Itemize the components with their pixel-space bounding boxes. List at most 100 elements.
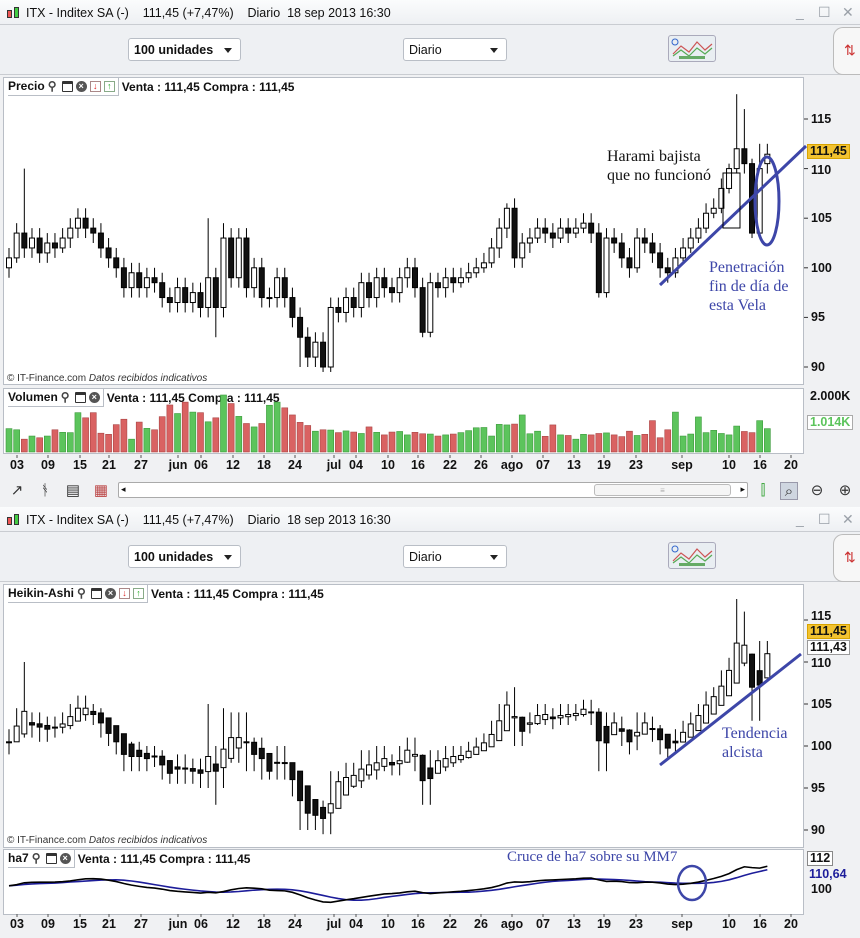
close-icon[interactable]: ×: [105, 587, 117, 599]
window-icon[interactable]: [91, 587, 103, 599]
scroll-left-icon[interactable]: ◂: [121, 484, 126, 494]
ha-panel-footer: © IT-Finance.com Datos recibidos indicat…: [7, 835, 207, 846]
chevron-down-icon: [224, 48, 232, 53]
quantity-select-value: 100 unidades: [134, 43, 214, 57]
date-axis-label: 03: [10, 917, 24, 931]
close-icon[interactable]: ×: [59, 852, 71, 864]
chevron-down-icon: [490, 48, 498, 53]
date-axis-label: 07: [536, 917, 550, 931]
window-title: ITX - Inditex SA (-) 111,45 (+7,47%) Dia…: [26, 513, 391, 527]
minimize-button[interactable]: _: [796, 511, 804, 527]
candlestick-app-icon: [6, 513, 22, 527]
maximize-button[interactable]: ☐: [818, 4, 831, 20]
price-panel-footer: © IT-Finance.com Datos recibidos indicat…: [7, 373, 207, 384]
ha-axis-label: 95: [811, 781, 825, 795]
date-axis-label: 06: [194, 458, 208, 472]
ha-last-price-tag: 111,45: [807, 624, 850, 639]
ha-panel-title: Heikin-Ashi: [8, 586, 75, 600]
candle-type-icon[interactable]: ⫿: [760, 482, 766, 499]
date-axis-label: 10: [722, 458, 736, 472]
window-icon[interactable]: [61, 80, 73, 92]
date-axis-label: 23: [629, 917, 643, 931]
minimize-button[interactable]: _: [796, 4, 804, 20]
strategy-chart-button[interactable]: [668, 35, 716, 62]
footer-note: Datos recibidos indicativos: [88, 373, 208, 384]
indicator-icon[interactable]: ᚬ: [40, 482, 50, 499]
ha-axis-label: 105: [811, 697, 832, 711]
last-volume-tag: 1.014K: [807, 415, 854, 430]
cross-annotation: Cruce de ha7 sobre su MM7: [507, 849, 678, 865]
close-button[interactable]: ✕: [842, 4, 854, 20]
price-chart-panel[interactable]: Precio ⚲ × ↓ ↑ Venta : 111,45 Compra : 111,…: [3, 77, 804, 385]
scrollbar-thumb[interactable]: ≡: [594, 484, 731, 496]
date-axis-label: 20: [784, 917, 798, 931]
volume-panel-title: Volumen: [8, 390, 58, 404]
date-axis-label: 16: [753, 917, 767, 931]
price-axis-label: 110: [811, 162, 832, 177]
arrow-up-icon[interactable]: ↑: [103, 80, 115, 92]
chart-scrollbar[interactable]: ◂ ≡ ▸: [118, 482, 748, 498]
window-icon[interactable]: [45, 852, 57, 864]
ha7-axis-tick: 100: [811, 882, 832, 896]
harami-annotation: Harami bajista que no funcionó: [607, 148, 711, 184]
zoom-out-icon[interactable]: ⊖: [810, 482, 824, 499]
date-axis-label: 12: [226, 458, 240, 472]
date-axis-label: 03: [10, 458, 24, 472]
close-icon[interactable]: ×: [75, 80, 87, 92]
footer-brand: © IT-Finance.com: [7, 373, 87, 384]
bars-icon[interactable]: ▦: [93, 482, 109, 499]
swap-orders-button[interactable]: ⇅: [833, 27, 860, 75]
quantity-select-value: 100 unidades: [134, 550, 214, 564]
quantity-select[interactable]: 100 unidades: [128, 38, 241, 61]
window-icon[interactable]: [74, 391, 86, 403]
arrow-down-icon[interactable]: ↓: [89, 80, 101, 92]
date-axis-label: 15: [73, 917, 87, 931]
swap-orders-button[interactable]: ⇅: [833, 534, 860, 582]
date-axis-label: 06: [194, 917, 208, 931]
wrench-icon[interactable]: ⚲: [77, 585, 86, 600]
volume-panel-header: Volumen ⚲ × Venta : 111,45 Compra : 111,4…: [4, 389, 803, 407]
arrow-down-icon[interactable]: ↓: [119, 587, 131, 599]
date-axis-label: 19: [597, 458, 611, 472]
zoom-fit-icon[interactable]: ⌕: [780, 482, 798, 500]
footer-brand: © IT-Finance.com: [7, 835, 87, 846]
date-axis-label: 26: [474, 917, 488, 931]
price-axis-label: 105: [811, 211, 832, 226]
price-axis-label: 95: [811, 310, 825, 325]
strategy-chart-button[interactable]: [668, 542, 716, 569]
quantity-select[interactable]: 100 unidades: [128, 545, 241, 568]
volume-chart-panel[interactable]: Volumen ⚲ × Venta : 111,45 Compra : 111,4…: [3, 388, 804, 454]
period-select-value: Diario: [409, 550, 442, 564]
zoom-in-icon[interactable]: ⊕: [838, 482, 852, 499]
price-axis-label: 115: [811, 112, 832, 126]
scroll-right-icon[interactable]: ▸: [740, 484, 745, 494]
date-axis-label: 27: [134, 458, 148, 472]
strategy-chart-icon: [671, 545, 713, 566]
draw-trend-icon[interactable]: ↗: [10, 482, 24, 499]
date-axis-label: 09: [41, 917, 55, 931]
ha-close-tag: 111,43: [807, 640, 850, 655]
report-icon[interactable]: ▤: [65, 482, 81, 499]
date-axis-label: sep: [671, 917, 693, 931]
close-icon[interactable]: ×: [88, 391, 100, 403]
date-axis-label: 21: [102, 458, 116, 472]
wrench-icon[interactable]: ⚲: [47, 78, 57, 93]
ha-panel-header: Heikin-Ashi ⚲ × ↓ ↑ Venta : 111,45 Compra :…: [4, 585, 803, 603]
ha7-panel-title: ha7: [8, 851, 29, 865]
close-button[interactable]: ✕: [842, 511, 854, 527]
wrench-icon[interactable]: ⚲: [31, 850, 41, 865]
period-select-value: Diario: [409, 43, 442, 57]
date-axis-label: 13: [567, 458, 581, 472]
maximize-button[interactable]: ☐: [818, 511, 831, 527]
heikin-ashi-panel[interactable]: Heikin-Ashi ⚲ × ↓ ↑ Venta : 111,45 Compra :…: [3, 584, 804, 848]
wrench-icon[interactable]: ⚲: [60, 389, 70, 404]
price-panel-header: Precio ⚲ × ↓ ↑ Venta : 111,45 Compra : 111,…: [4, 78, 803, 96]
ha7-panel[interactable]: ha7 ⚲ × Venta : 111,45 Compra : 111,45: [3, 849, 804, 915]
date-axis-label: 10: [381, 458, 395, 472]
date-axis-label: 22: [443, 917, 457, 931]
period-select[interactable]: Diario: [403, 38, 507, 61]
date-axis-label: 24: [288, 458, 302, 472]
period-select[interactable]: Diario: [403, 545, 507, 568]
date-axis-label: 27: [134, 917, 148, 931]
arrow-up-icon[interactable]: ↑: [133, 587, 145, 599]
